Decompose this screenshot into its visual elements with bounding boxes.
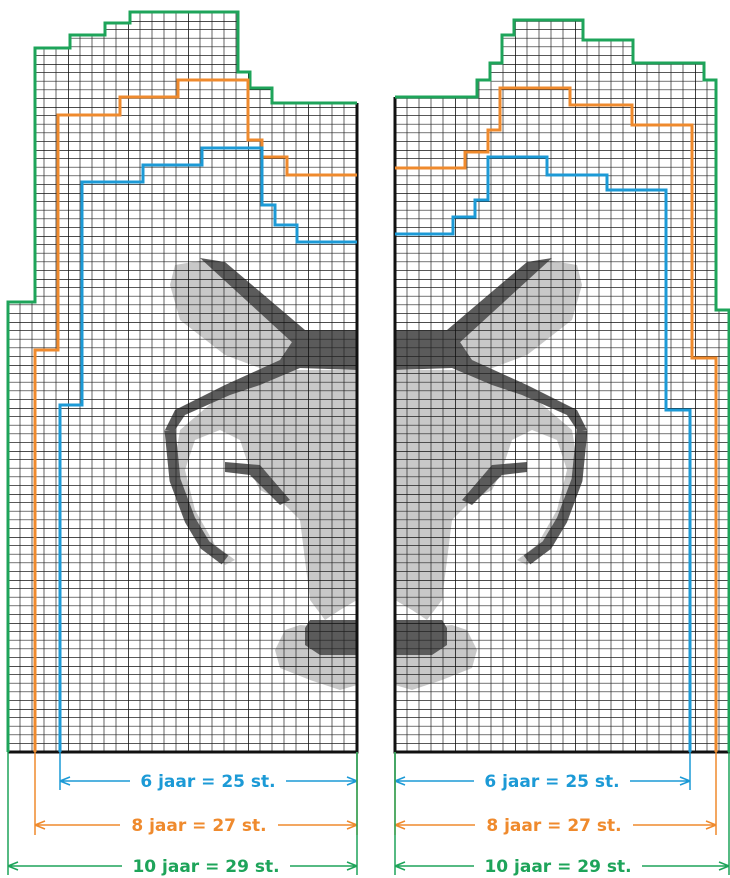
size-label: 6 jaar = 25 st.	[484, 772, 619, 792]
right-panel	[393, 18, 730, 754]
left-panel	[6, 10, 359, 754]
size-label: 6 jaar = 25 st.	[140, 772, 275, 792]
size-label: 8 jaar = 27 st.	[486, 816, 621, 836]
size-label: 10 jaar = 29 st.	[132, 857, 279, 877]
dimension-lines	[7, 752, 730, 877]
size-label: 10 jaar = 29 st.	[484, 857, 631, 877]
size-label: 8 jaar = 27 st.	[131, 816, 266, 836]
